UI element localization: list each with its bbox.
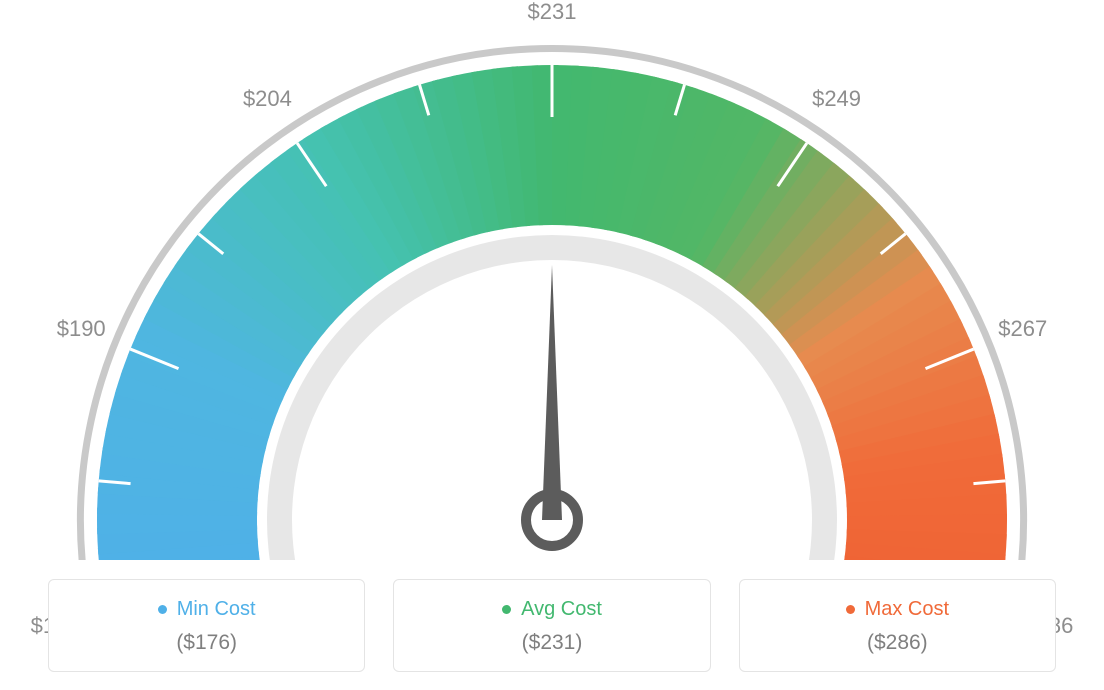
legend-title-text: Max Cost	[865, 598, 949, 621]
gauge-svg	[0, 0, 1104, 560]
legend-card-avg-cost: Avg Cost ($231)	[393, 579, 710, 672]
legend-dot-icon	[846, 605, 855, 614]
legend-card-max-cost: Max Cost ($286)	[739, 579, 1056, 672]
legend-title: Avg Cost	[502, 598, 602, 621]
legend-value: ($231)	[414, 631, 689, 655]
legend-title-text: Min Cost	[177, 598, 256, 621]
legend-dot-icon	[158, 605, 167, 614]
gauge-tick-label: $204	[243, 86, 292, 112]
legend-value: ($286)	[760, 631, 1035, 655]
gauge-needle	[542, 265, 562, 520]
legend-row: Min Cost ($176) Avg Cost ($231) Max Cost…	[0, 579, 1104, 672]
legend-card-min-cost: Min Cost ($176)	[48, 579, 365, 672]
cost-gauge-chart: $176$190$204$231$249$267$286	[0, 0, 1104, 560]
legend-title: Min Cost	[158, 598, 256, 621]
gauge-tick-label: $231	[528, 0, 577, 25]
gauge-tick-label: $190	[57, 316, 106, 342]
gauge-tick-label: $249	[812, 86, 861, 112]
gauge-tick-label: $267	[998, 316, 1047, 342]
legend-dot-icon	[502, 605, 511, 614]
legend-title: Max Cost	[846, 598, 949, 621]
legend-title-text: Avg Cost	[521, 598, 602, 621]
legend-value: ($176)	[69, 631, 344, 655]
